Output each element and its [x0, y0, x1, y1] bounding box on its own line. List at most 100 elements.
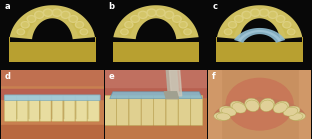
Ellipse shape [18, 29, 24, 34]
Ellipse shape [284, 106, 300, 116]
Ellipse shape [261, 10, 268, 16]
FancyBboxPatch shape [141, 95, 153, 125]
Polygon shape [302, 37, 303, 62]
Ellipse shape [120, 28, 129, 35]
Ellipse shape [125, 22, 132, 27]
Polygon shape [299, 70, 311, 139]
FancyBboxPatch shape [4, 95, 17, 121]
FancyBboxPatch shape [40, 95, 51, 121]
Ellipse shape [222, 107, 236, 116]
Ellipse shape [260, 98, 275, 111]
Ellipse shape [164, 11, 174, 19]
Ellipse shape [184, 29, 191, 34]
Polygon shape [9, 37, 10, 62]
Ellipse shape [273, 103, 287, 113]
Polygon shape [110, 92, 202, 99]
Polygon shape [208, 70, 221, 139]
Ellipse shape [53, 10, 61, 16]
Polygon shape [1, 70, 104, 85]
Ellipse shape [155, 8, 166, 17]
Ellipse shape [288, 29, 294, 34]
Ellipse shape [224, 28, 232, 35]
Ellipse shape [34, 11, 45, 19]
Ellipse shape [173, 16, 180, 22]
Ellipse shape [27, 15, 37, 23]
Ellipse shape [284, 22, 290, 27]
Ellipse shape [172, 15, 182, 23]
Polygon shape [16, 10, 89, 36]
Polygon shape [119, 10, 193, 36]
Ellipse shape [243, 12, 250, 18]
Polygon shape [113, 5, 199, 39]
FancyBboxPatch shape [191, 95, 203, 125]
Ellipse shape [235, 16, 242, 22]
Ellipse shape [124, 21, 134, 28]
Ellipse shape [51, 8, 62, 17]
Ellipse shape [267, 11, 278, 19]
Ellipse shape [289, 113, 303, 120]
FancyBboxPatch shape [16, 95, 28, 121]
FancyBboxPatch shape [105, 95, 116, 125]
Text: b: b [109, 3, 115, 12]
Ellipse shape [225, 29, 231, 34]
Ellipse shape [183, 28, 192, 35]
Ellipse shape [70, 16, 77, 22]
Ellipse shape [178, 21, 188, 28]
Ellipse shape [138, 11, 148, 19]
Polygon shape [105, 70, 207, 87]
Ellipse shape [121, 29, 128, 34]
Ellipse shape [232, 103, 246, 113]
Ellipse shape [250, 8, 261, 17]
Ellipse shape [75, 21, 84, 28]
Ellipse shape [277, 16, 284, 22]
Text: c: c [212, 3, 217, 12]
Ellipse shape [68, 15, 78, 23]
Ellipse shape [282, 21, 292, 28]
Ellipse shape [146, 8, 157, 17]
Text: f: f [212, 72, 216, 81]
Polygon shape [105, 84, 207, 97]
Polygon shape [105, 70, 207, 139]
Ellipse shape [36, 12, 43, 18]
Ellipse shape [20, 21, 30, 28]
Ellipse shape [290, 112, 305, 120]
Polygon shape [113, 42, 199, 62]
Text: e: e [109, 72, 115, 81]
Ellipse shape [216, 113, 230, 120]
Text: a: a [5, 3, 11, 12]
Ellipse shape [251, 10, 259, 16]
FancyBboxPatch shape [28, 95, 40, 121]
Ellipse shape [132, 16, 139, 22]
Polygon shape [169, 70, 182, 96]
Ellipse shape [229, 22, 236, 27]
Ellipse shape [275, 15, 285, 23]
FancyBboxPatch shape [87, 95, 99, 121]
Ellipse shape [22, 22, 28, 27]
FancyBboxPatch shape [154, 95, 166, 125]
Polygon shape [10, 5, 95, 39]
FancyBboxPatch shape [76, 95, 87, 121]
FancyBboxPatch shape [129, 95, 141, 125]
Polygon shape [9, 42, 95, 62]
Ellipse shape [228, 21, 237, 28]
FancyBboxPatch shape [5, 95, 100, 100]
Ellipse shape [274, 101, 289, 112]
Polygon shape [164, 92, 179, 99]
Polygon shape [217, 5, 302, 39]
Ellipse shape [81, 29, 87, 34]
Ellipse shape [226, 78, 293, 130]
Ellipse shape [234, 15, 244, 23]
Polygon shape [217, 42, 303, 62]
Ellipse shape [44, 10, 51, 16]
FancyBboxPatch shape [64, 95, 75, 121]
Ellipse shape [76, 22, 83, 27]
Ellipse shape [287, 28, 296, 35]
Ellipse shape [269, 12, 276, 18]
Ellipse shape [241, 11, 252, 19]
Polygon shape [234, 28, 285, 43]
Polygon shape [1, 70, 104, 139]
Ellipse shape [180, 22, 187, 27]
FancyBboxPatch shape [117, 95, 129, 125]
Polygon shape [1, 125, 104, 139]
Polygon shape [214, 97, 305, 116]
